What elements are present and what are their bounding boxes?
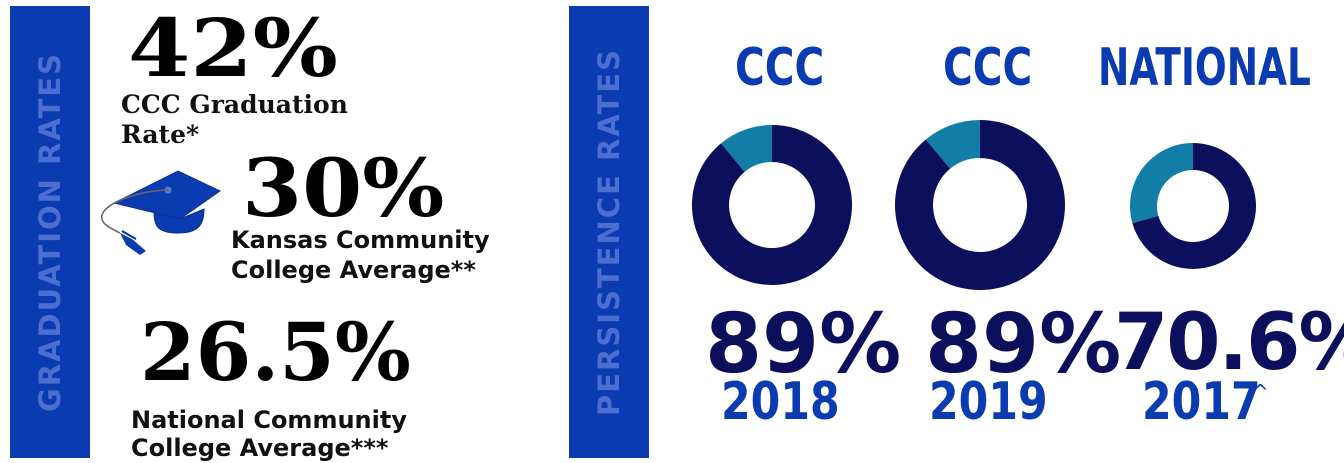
- graduation-rates-band: GRADUATION RATES: [10, 6, 90, 458]
- national-graduation-caption-line2: College Average***: [131, 434, 389, 462]
- ccc-graduation-value: 42%: [128, 1, 338, 95]
- donut-1-main: [692, 125, 852, 285]
- donut-3-main: [1132, 143, 1256, 269]
- persistence-rates-label: PERSISTENCE RATES: [592, 47, 626, 417]
- national-graduation-value: 26.5%: [140, 305, 411, 399]
- donut-3-value-label: 70.6%: [1114, 298, 1344, 388]
- donut-2-rest: [925, 120, 980, 169]
- donut-1-year: 2018: [721, 372, 840, 432]
- donut-2-value-label: 89%: [925, 297, 1122, 392]
- donut-3-heading: NATIONAL: [1098, 38, 1311, 98]
- national-graduation-caption-line1: National Community: [131, 406, 407, 434]
- donut-2-year: 2019: [929, 372, 1048, 432]
- kansas-graduation-value: 30%: [242, 141, 445, 235]
- donut-3-year-footnote: ^: [1252, 380, 1269, 404]
- donut-2-main: [895, 120, 1065, 290]
- donut-3-rest: [1130, 143, 1193, 224]
- graduation-cap-icon: [100, 170, 221, 255]
- donut-3: [1130, 143, 1256, 269]
- donut-2-heading: CCC: [943, 38, 1033, 98]
- donut-1-value-label: 89%: [705, 297, 902, 392]
- donut-1-rest: [720, 125, 772, 172]
- persistence-rates-band: PERSISTENCE RATES: [569, 6, 649, 458]
- kansas-graduation-caption-line1: Kansas Community: [231, 226, 490, 254]
- kansas-graduation-caption-line2: College Average**: [231, 256, 476, 284]
- donut-1: [692, 125, 852, 285]
- donut-2: [895, 120, 1065, 290]
- ccc-graduation-caption-line2: Rate*: [121, 120, 200, 149]
- graduation-rates-label: GRADUATION RATES: [33, 51, 67, 413]
- ccc-graduation-caption-line1: CCC Graduation: [121, 90, 348, 119]
- donut-3-year: 2017: [1142, 372, 1261, 432]
- donut-1-heading: CCC: [735, 38, 825, 98]
